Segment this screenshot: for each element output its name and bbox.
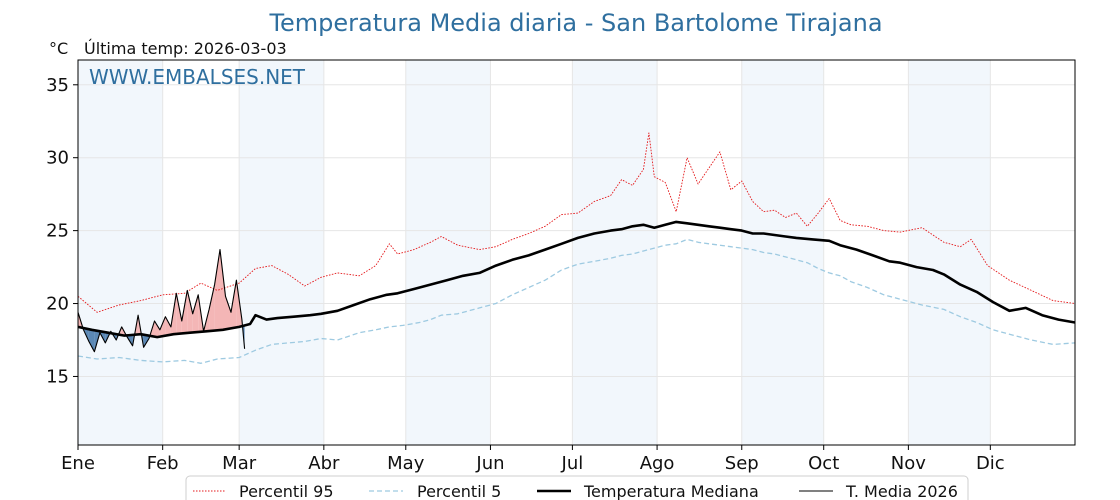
- x-axis: Ene Feb Mar Abr May Jun Jul Ago Sep Oct Nov Dic: [61, 445, 1005, 474]
- plot-frame: [77, 59, 1076, 446]
- month-band: [239, 60, 324, 445]
- above-median-fill: [159, 316, 166, 337]
- above-median-fill: [187, 290, 193, 333]
- above-median-fill: [214, 249, 220, 331]
- p95-line: [77, 132, 1076, 313]
- month-band: [405, 60, 491, 445]
- watermark: WWW.EMBALSES.NET: [89, 65, 306, 89]
- y-tick-label: 15: [46, 366, 69, 387]
- x-tick-label: Feb: [147, 453, 179, 474]
- x-tick-label: May: [387, 453, 425, 474]
- above-median-fill: [231, 280, 237, 329]
- legend-entry-current: T. Media 2026: [799, 482, 958, 500]
- above-median-fill: [192, 294, 199, 333]
- p5-line: [77, 238, 1076, 364]
- month-band: [908, 60, 991, 445]
- legend-label-current: T. Media 2026: [845, 482, 958, 500]
- x-tick-label: Nov: [891, 453, 926, 474]
- x-tick-label: Sep: [725, 453, 759, 474]
- legend-entry-p5: Percentil 5: [369, 482, 501, 500]
- x-tick-label: Jul: [561, 453, 584, 474]
- y-tick-label: 20: [46, 294, 69, 315]
- month-band: [78, 60, 163, 445]
- legend-label-p5: Percentil 5: [417, 482, 501, 500]
- last-update-text: Última temp: 2026-03-03: [84, 39, 287, 58]
- above-median-fill: [154, 321, 160, 337]
- below-median-fill: [88, 329, 95, 352]
- x-tick-label: Jun: [475, 453, 504, 474]
- y-axis: 15 20 25 30 35: [46, 75, 78, 387]
- month-bands: [78, 60, 991, 445]
- anomaly-fills: [78, 249, 245, 352]
- x-tick-label: Dic: [976, 453, 1005, 474]
- legend-label-p95: Percentil 95: [239, 482, 334, 500]
- month-band: [572, 60, 658, 445]
- y-tick-label: 30: [46, 148, 69, 169]
- legend-entry-median: Temperatura Mediana: [537, 482, 759, 500]
- chart-title: Temperatura Media diaria - San Bartolome…: [268, 9, 882, 37]
- x-tick-label: Abr: [308, 453, 340, 474]
- month-band: [741, 60, 824, 445]
- legend-label-median: Temperatura Mediana: [583, 482, 759, 500]
- legend-box: [185, 475, 969, 500]
- legend-entry-p95: Percentil 95: [193, 482, 334, 500]
- above-median-fill: [220, 249, 226, 330]
- x-tick-label: Ene: [61, 453, 95, 474]
- y-tick-label: 35: [46, 75, 69, 96]
- above-median-fill: [176, 293, 182, 334]
- series-lines: [77, 132, 1076, 364]
- legend: Percentil 95 Percentil 5 Temperatura Med…: [185, 475, 969, 500]
- current-year-line: [77, 249, 246, 353]
- x-tick-label: Oct: [808, 453, 839, 474]
- x-tick-label: Ago: [640, 453, 675, 474]
- above-median-fill: [209, 284, 215, 331]
- grid: [78, 60, 1075, 445]
- y-tick-label: 25: [46, 221, 69, 242]
- median-line: [77, 220, 1076, 339]
- x-tick-label: Mar: [222, 453, 257, 474]
- y-axis-label: °C: [49, 39, 68, 58]
- above-median-fill: [225, 296, 231, 330]
- above-median-fill: [165, 316, 171, 336]
